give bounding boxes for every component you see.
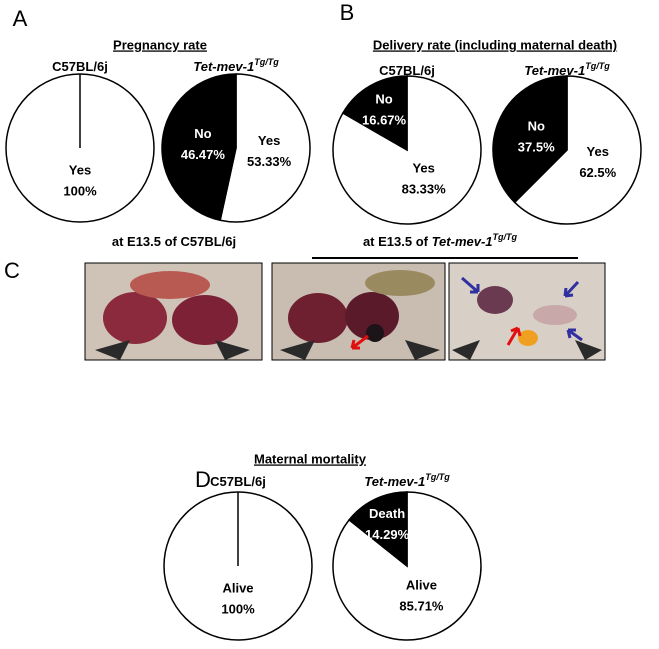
pie-slice	[161, 73, 237, 222]
caption-sup: Tg/Tg	[493, 232, 518, 242]
slice-label: Yes	[69, 163, 91, 178]
title-sup: Tg/Tg	[254, 57, 279, 67]
value-label: 100%	[63, 184, 97, 199]
title-text: C57BL/6j	[52, 59, 108, 74]
slice-label: Alive	[406, 577, 437, 592]
value-label: 53.33%	[247, 154, 292, 169]
caption-italic: Tet-mev-1	[432, 234, 493, 249]
value-label: 83.33%	[402, 181, 447, 196]
value-label: 100%	[221, 602, 255, 617]
photo	[271, 262, 446, 361]
value-label: 46.47%	[181, 147, 226, 162]
pie-slice	[219, 73, 311, 223]
panel-label: A	[13, 6, 28, 31]
panel-label: C	[4, 258, 20, 283]
photo	[84, 262, 263, 361]
pie-slice	[341, 75, 408, 152]
chart-title: C57BL/6j	[379, 63, 435, 78]
value-label: 16.67%	[362, 113, 407, 128]
photo-caption: at E13.5 of C57BL/6j	[112, 234, 236, 249]
pie-slice	[513, 75, 642, 225]
pie-slice	[348, 491, 408, 568]
pie-slice	[332, 491, 482, 641]
value-label: 14.29%	[365, 527, 410, 542]
slice-label: No	[528, 119, 545, 134]
panel-label: D	[195, 467, 211, 492]
title-text: Tet-mev-1	[364, 474, 425, 489]
title-text: Tet-mev-1	[193, 59, 254, 74]
title-text: C57BL/6j	[210, 474, 266, 489]
value-label: 62.5%	[579, 165, 616, 180]
panel-label: B	[340, 0, 355, 25]
value-label: 37.5%	[518, 140, 555, 155]
slice-label: Alive	[222, 581, 253, 596]
title-sup: Tg/Tg	[425, 472, 450, 482]
photo-caption: at E13.5 of Tet-mev-1Tg/Tg	[363, 232, 518, 249]
title-text: C57BL/6j	[379, 63, 435, 78]
section-heading: Delivery rate (including maternal death)	[373, 37, 617, 52]
title-sup: Tg/Tg	[585, 61, 610, 71]
pie-slice	[492, 75, 568, 204]
slice-label: Yes	[258, 133, 280, 148]
chart-title: Tet-mev-1Tg/Tg	[524, 61, 610, 78]
slice-label: Yes	[587, 144, 609, 159]
slice-label: No	[194, 126, 211, 141]
slice-label: No	[375, 92, 392, 107]
caption-text: at E13.5 of C57BL/6j	[112, 234, 236, 249]
slice-label: Yes	[412, 160, 434, 175]
chart-title: C57BL/6j	[52, 59, 108, 74]
chart-title: Tet-mev-1Tg/Tg	[364, 472, 450, 489]
value-label: 85.71%	[399, 598, 444, 613]
section-heading: Maternal mortality	[254, 451, 367, 466]
caption-text: at E13.5 of	[363, 234, 432, 249]
photo	[448, 262, 606, 361]
title-text: Tet-mev-1	[524, 63, 585, 78]
chart-title: C57BL/6j	[210, 474, 266, 489]
section-heading: Pregnancy rate	[113, 37, 207, 52]
slice-label: Death	[369, 506, 405, 521]
chart-title: Tet-mev-1Tg/Tg	[193, 57, 279, 74]
